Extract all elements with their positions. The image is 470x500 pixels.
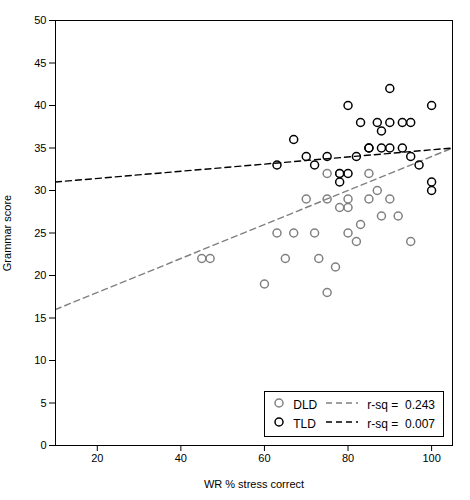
svg-text:20: 20 [34, 269, 46, 281]
html-text:r-sq = 0.243: r-sq = 0.243 [367, 397, 435, 412]
svg-text:0: 0 [40, 439, 46, 451]
svg-text:80: 80 [342, 452, 354, 464]
svg-text:20: 20 [91, 452, 103, 464]
svg-text:25: 25 [34, 227, 46, 239]
html-text:TLD: TLD [293, 416, 316, 431]
svg-text:10: 10 [34, 354, 46, 366]
svg-text:40: 40 [175, 452, 187, 464]
svg-text:5: 5 [40, 397, 46, 409]
html-text:r-sq = 0.007: r-sq = 0.007 [367, 416, 435, 431]
svg-text:100: 100 [422, 452, 440, 464]
svg-text:45: 45 [34, 57, 46, 69]
svg-text:35: 35 [34, 142, 46, 154]
html-text:DLD: DLD [293, 397, 318, 412]
svg-text:50: 50 [34, 14, 46, 26]
svg-text:60: 60 [258, 452, 270, 464]
svg-text:WR % stress correct: WR % stress correct [204, 478, 304, 490]
svg-text:40: 40 [34, 99, 46, 111]
svg-text:Grammar score: Grammar score [1, 195, 13, 271]
svg-text:30: 30 [34, 184, 46, 196]
svg-text:15: 15 [34, 312, 46, 324]
